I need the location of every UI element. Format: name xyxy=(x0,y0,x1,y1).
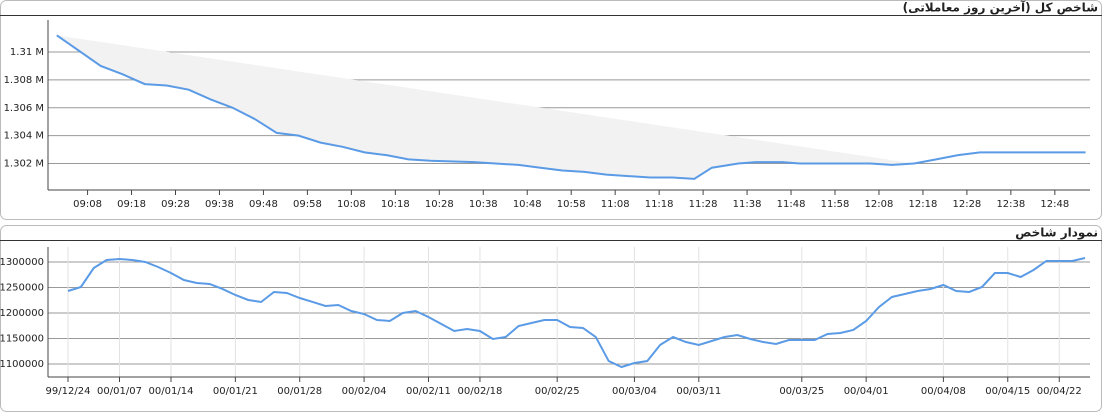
x-tick-label: 00/01/14 xyxy=(149,386,194,397)
x-tick-label: 09:28 xyxy=(161,199,190,210)
panel-title: شاخص کل (آخرین روز معاملاتی) xyxy=(903,0,1098,16)
y-tick-label: 1300000 xyxy=(0,257,44,268)
y-tick-label: 1200000 xyxy=(0,308,44,319)
x-tick-label: 09:48 xyxy=(249,199,278,210)
line xyxy=(56,34,1086,180)
x-tick-label: 12:18 xyxy=(909,199,938,210)
x-tick-label: 10:38 xyxy=(469,199,498,210)
x-tick-label: 10:48 xyxy=(513,199,542,210)
x-tick-label: 00/04/01 xyxy=(844,386,889,397)
x-tick-label: 12:38 xyxy=(996,199,1025,210)
x-tick-label: 11:38 xyxy=(733,199,762,210)
line xyxy=(67,257,1086,369)
x-tick-label: 11:08 xyxy=(601,199,630,210)
x-tick-label: 99/12/24 xyxy=(46,386,91,397)
x-tick-label: 10:58 xyxy=(557,199,586,210)
panel-title: نمودار شاخص xyxy=(1015,226,1098,241)
x-tick-label: 00/02/25 xyxy=(535,386,580,397)
y-tick-label: 1.302 M xyxy=(4,159,44,170)
x-tick-label: 12:28 xyxy=(952,199,981,210)
x-tick-label: 10:08 xyxy=(337,199,366,210)
x-tick-label: 10:18 xyxy=(381,199,410,210)
y-tick-label: 1150000 xyxy=(0,333,44,344)
x-tick-label: 11:28 xyxy=(689,199,718,210)
x-tick-label: 09:18 xyxy=(117,199,146,210)
x-tick-label: 09:38 xyxy=(205,199,234,210)
x-tick-label: 11:48 xyxy=(777,199,806,210)
x-tick-label: 00/03/04 xyxy=(612,386,657,397)
panel xyxy=(0,225,1102,412)
x-tick-label: 00/02/11 xyxy=(406,386,451,397)
x-tick-label: 00/01/07 xyxy=(97,386,142,397)
x-tick-label: 12:08 xyxy=(865,199,894,210)
x-tick-label: 12:48 xyxy=(1040,199,1069,210)
x-tick-label: 09:58 xyxy=(293,199,322,210)
x-tick-label: 00/01/21 xyxy=(213,386,258,397)
x-tick-label: 11:18 xyxy=(645,199,674,210)
x-tick-label: 00/02/18 xyxy=(457,386,502,397)
x-tick-label: 00/01/28 xyxy=(277,386,322,397)
x-tick-label: 00/03/11 xyxy=(676,386,721,397)
shade xyxy=(56,35,915,179)
x-tick-label: 11:58 xyxy=(821,199,850,210)
y-tick-label: 1.304 M xyxy=(4,131,44,142)
x-tick-label: 00/04/22 xyxy=(1037,386,1082,397)
y-tick-label: 1.306 M xyxy=(4,103,44,114)
y-tick-label: 1100000 xyxy=(0,359,44,370)
x-tick-label: 00/04/08 xyxy=(921,386,966,397)
y-tick-label: 1.308 M xyxy=(4,75,44,86)
x-tick-label: 00/03/25 xyxy=(779,386,824,397)
y-tick-label: 1250000 xyxy=(0,282,44,293)
x-tick-label: 00/02/04 xyxy=(342,386,387,397)
x-tick-label: 00/04/15 xyxy=(985,386,1030,397)
y-tick-label: 1.31 M xyxy=(10,47,44,58)
x-tick-label: 10:28 xyxy=(425,199,454,210)
x-tick-label: 09:08 xyxy=(73,199,102,210)
